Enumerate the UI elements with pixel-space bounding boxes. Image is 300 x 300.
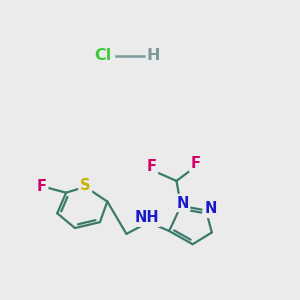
Text: N: N [176,196,189,211]
Text: F: F [37,179,46,194]
Text: Cl: Cl [94,48,112,63]
Text: F: F [146,159,157,174]
Text: NH: NH [135,210,159,225]
Text: F: F [190,156,201,171]
Text: N: N [204,201,217,216]
Text: H: H [146,48,160,63]
Text: S: S [80,178,91,193]
